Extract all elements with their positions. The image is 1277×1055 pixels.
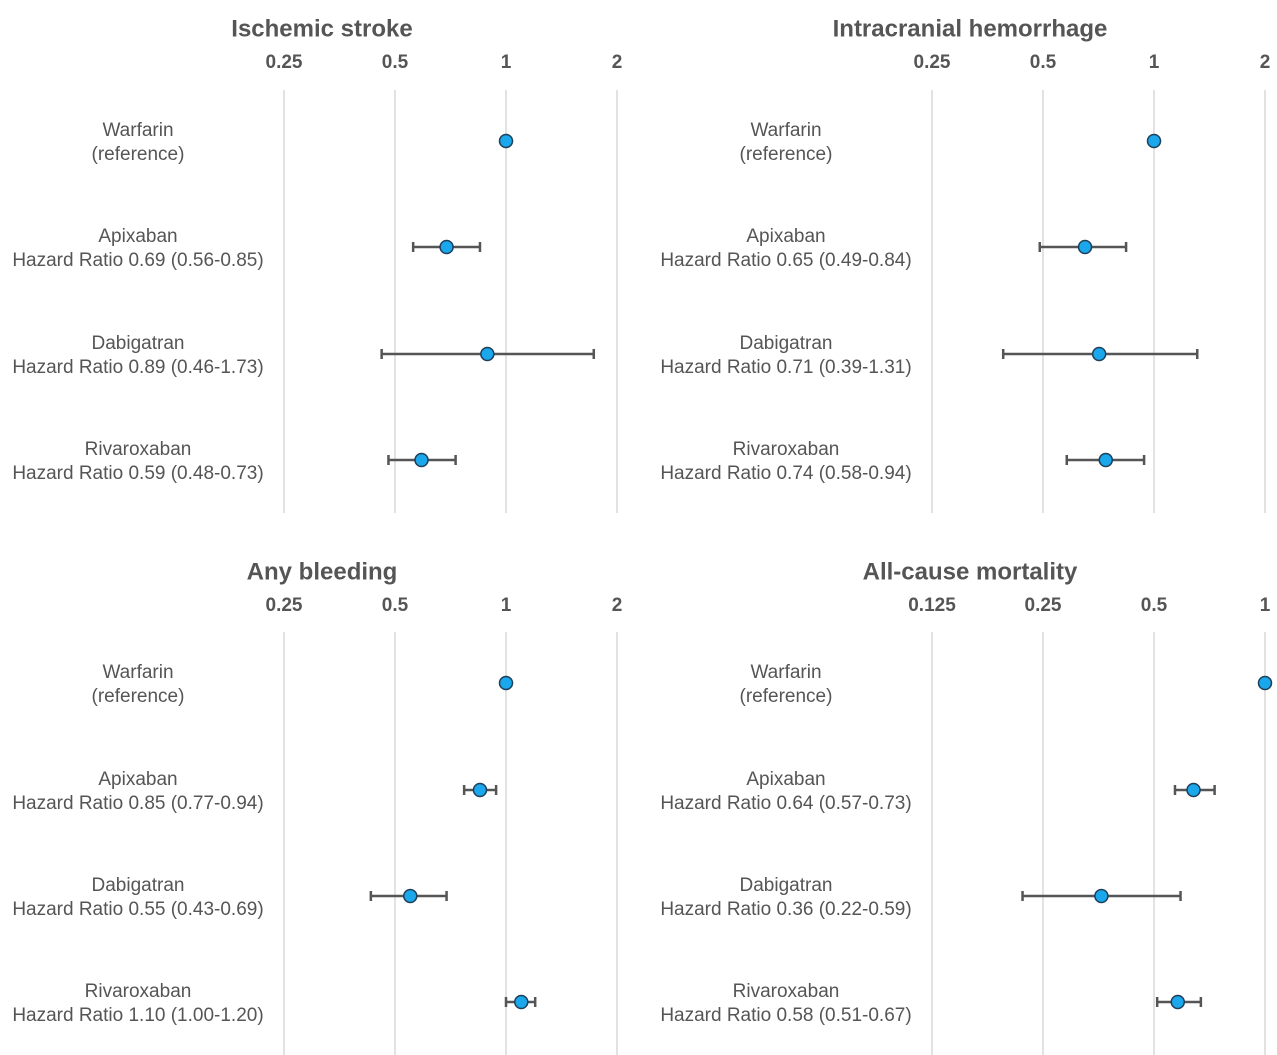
hazard-ratio-point	[472, 782, 488, 798]
hazard-ratio-point	[439, 239, 454, 255]
tick-label: 2	[612, 52, 623, 73]
forest-panel: Ischemic stroke 0.25 0.5 1 2 Warfarin (referen…	[12, 15, 622, 513]
hazard-ratio-point	[1091, 346, 1107, 362]
row-label-drug: Warfarin	[102, 662, 173, 683]
row-label-detail: Hazard Ratio 0.71 (0.39-1.31)	[660, 357, 911, 378]
tick-label: 1	[1149, 52, 1160, 73]
tick-label: 0.5	[382, 595, 409, 616]
row-label-detail: (reference)	[740, 144, 833, 165]
row-label-detail: Hazard Ratio 0.64 (0.57-0.73)	[660, 793, 911, 814]
row-label-detail: Hazard Ratio 0.74 (0.58-0.94)	[660, 463, 911, 484]
tick-label: 0.125	[908, 595, 956, 616]
row-label-detail: Hazard Ratio 0.55 (0.43-0.69)	[12, 899, 263, 920]
hazard-ratio-point	[1146, 133, 1162, 149]
tick-label: 0.5	[1030, 52, 1057, 73]
forest-panel: Any bleeding 0.25 0.5 1 2 Warfarin (reference)…	[12, 558, 622, 1055]
tick-label: 0.25	[266, 52, 303, 73]
tick-label: 0.25	[1025, 595, 1062, 616]
tick-label: 1	[501, 595, 512, 616]
hazard-ratio-point	[514, 994, 529, 1010]
hazard-ratio-point	[1098, 452, 1114, 468]
tick-label: 0.5	[382, 52, 409, 73]
row-label-detail: Hazard Ratio 0.65 (0.49-0.84)	[660, 250, 911, 271]
hazard-ratio-point	[498, 133, 514, 149]
row-label-detail: Hazard Ratio 0.85 (0.77-0.94)	[12, 793, 263, 814]
row-label-drug: Apixaban	[98, 769, 177, 790]
row-label-detail: (reference)	[740, 686, 833, 707]
tick-label: 2	[612, 595, 623, 616]
row-label-drug: Rivaroxaban	[733, 439, 840, 460]
row-label-detail: Hazard Ratio 0.58 (0.51-0.67)	[660, 1005, 911, 1026]
hazard-ratio-point	[498, 675, 514, 691]
hazard-ratio-point	[414, 452, 429, 468]
tick-label: 1	[1260, 595, 1271, 616]
row-label-detail: (reference)	[92, 144, 185, 165]
row-label-detail: Hazard Ratio 0.59 (0.48-0.73)	[12, 463, 263, 484]
forest-panel: All-cause mortality 0.125 0.25 0.5 1 Warfarin…	[660, 558, 1273, 1055]
tick-label: 0.25	[914, 52, 951, 73]
panel-title: All-cause mortality	[863, 558, 1078, 585]
forest-panel: Intracranial hemorrhage 0.25 0.5 1 2 Warfarin…	[660, 15, 1270, 513]
row-label-drug: Apixaban	[98, 226, 177, 247]
panel-title: Ischemic stroke	[231, 15, 412, 42]
row-label-detail: (reference)	[92, 686, 185, 707]
row-label-drug: Rivaroxaban	[85, 439, 192, 460]
row-label-drug: Warfarin	[750, 662, 821, 683]
row-label-detail: Hazard Ratio 0.89 (0.46-1.73)	[12, 357, 263, 378]
row-label-drug: Rivaroxaban	[85, 981, 192, 1002]
tick-label: 0.5	[1141, 595, 1168, 616]
hazard-ratio-point	[1186, 782, 1201, 798]
panel-title: Intracranial hemorrhage	[833, 15, 1108, 42]
row-label-drug: Rivaroxaban	[733, 981, 840, 1002]
hazard-ratio-point	[480, 346, 495, 362]
tick-label: 0.25	[266, 595, 303, 616]
row-label-detail: Hazard Ratio 0.69 (0.56-0.85)	[12, 250, 263, 271]
row-label-drug: Dabigatran	[92, 875, 185, 896]
hazard-ratio-point	[403, 888, 418, 904]
tick-label: 1	[501, 52, 512, 73]
row-label-drug: Apixaban	[746, 226, 825, 247]
row-label-drug: Dabigatran	[740, 333, 833, 354]
panel-title: Any bleeding	[247, 558, 398, 585]
row-label-drug: Dabigatran	[740, 875, 833, 896]
hazard-ratio-point	[1257, 675, 1273, 691]
hazard-ratio-point	[1094, 888, 1109, 904]
row-label-drug: Warfarin	[750, 120, 821, 141]
row-label-detail: Hazard Ratio 0.36 (0.22-0.59)	[660, 899, 911, 920]
row-label-drug: Dabigatran	[92, 333, 185, 354]
tick-label: 2	[1260, 52, 1271, 73]
row-label-detail: Hazard Ratio 1.10 (1.00-1.20)	[12, 1005, 263, 1026]
hazard-ratio-point	[1077, 239, 1093, 255]
row-label-drug: Warfarin	[102, 120, 173, 141]
row-label-drug: Apixaban	[746, 769, 825, 790]
hazard-ratio-point	[1170, 994, 1186, 1010]
